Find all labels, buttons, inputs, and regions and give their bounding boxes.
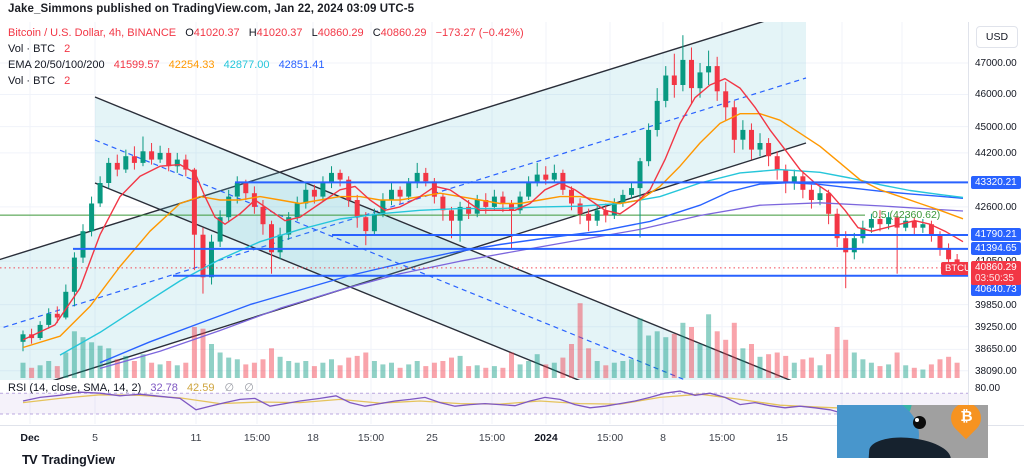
price-level-chip: 43320.21 xyxy=(971,175,1021,189)
rsi-empty-2: ∅ xyxy=(244,382,254,394)
rsi-value: 32.78 xyxy=(150,382,178,394)
volume-legend-row-2[interactable]: Vol · BTC 2 xyxy=(8,75,71,87)
symbol-legend-row[interactable]: Bitcoin / U.S. Dollar, 4h, BINANCE O4102… xyxy=(8,27,524,39)
price-axis[interactable]: USD 47000.00 46000.00 45000.00 44200.00 4260… xyxy=(968,22,1024,450)
footer: TV TradingView xyxy=(0,450,1024,472)
rsi-ma-value: 42.59 xyxy=(186,382,215,394)
price-axis-tick: 38650.00 xyxy=(975,344,1017,356)
time-axis-tick: 18 xyxy=(307,432,319,444)
rsi-axis-tick: 80.00 xyxy=(975,383,1001,394)
change-value: −173.27 (−0.42%) xyxy=(435,27,524,39)
fib-level-label: 0.5 (42360.62) xyxy=(872,209,941,222)
byline-text: Jake_Simmons published on TradingView.co… xyxy=(8,3,415,15)
price-axis-tick: 38090.00 xyxy=(975,365,1017,377)
time-axis-tick: 8 xyxy=(660,432,666,444)
current-price-chip: 40860.29 03:50:35 xyxy=(971,260,1021,285)
rsi-empty-1: ∅ xyxy=(224,382,235,394)
time-axis-tick: 15:00 xyxy=(478,432,506,444)
bitcoin-pin-icon: ₿ xyxy=(944,405,988,440)
time-axis-tick: 15:00 xyxy=(243,432,271,444)
time-axis-tick: 5 xyxy=(92,432,98,444)
news-site-mascot-image: ₿ xyxy=(837,405,988,458)
price-level-chip: 40640.73 xyxy=(971,283,1021,296)
time-axis-tick: 15 xyxy=(776,432,788,444)
tradingview-mark-icon: TV xyxy=(22,452,38,467)
price-level-chip: 41394.65 xyxy=(971,242,1021,256)
ema200-value: 42851.41 xyxy=(278,59,325,71)
price-axis-tick: 39850.00 xyxy=(975,299,1017,311)
price-axis-tick: 47000.00 xyxy=(975,58,1017,69)
time-axis-tick: 2024 xyxy=(534,432,558,444)
ema50-value: 42254.33 xyxy=(168,59,215,71)
time-axis-tick: 15:00 xyxy=(596,432,624,444)
ema100-value: 42877.00 xyxy=(223,59,270,71)
price-axis-tick: 44200.00 xyxy=(975,147,1017,159)
tradingview-logo[interactable]: TV TradingView xyxy=(22,452,116,467)
volume-value-2: 2 xyxy=(64,75,71,87)
time-axis-tick: 15:00 xyxy=(708,432,736,444)
volume-legend-row-1[interactable]: Vol · BTC 2 xyxy=(8,43,71,55)
time-axis-tick: Dec xyxy=(20,432,40,444)
mascot-eye xyxy=(913,416,926,429)
chart-widget: Bitcoin / U.S. Dollar, 4h, BINANCE O4102… xyxy=(0,22,1024,458)
price-axis-tick: 45000.00 xyxy=(975,121,1017,133)
price-axis-tick: 39250.00 xyxy=(975,321,1017,333)
time-axis-tick: 15:00 xyxy=(357,432,385,444)
rsi-legend-row[interactable]: RSI (14, close, SMA, 14, 2) 32.78 42.59 … xyxy=(8,382,254,394)
bar-countdown: 03:50:35 xyxy=(975,272,1014,284)
volume-value: 2 xyxy=(64,43,71,55)
chart-legend: Bitcoin / U.S. Dollar, 4h, BINANCE O4102… xyxy=(8,26,524,90)
price-axis-tick: 46000.00 xyxy=(975,89,1017,101)
currency-toggle-button[interactable]: USD xyxy=(976,26,1018,48)
ema-legend-row[interactable]: EMA 20/50/100/200 41599.57 42254.33 4287… xyxy=(8,59,325,71)
time-axis-tick: 25 xyxy=(426,432,438,444)
symbol-title: Bitcoin / U.S. Dollar, 4h, BINANCE xyxy=(8,27,177,39)
ema20-value: 41599.57 xyxy=(113,59,160,71)
price-axis-tick: 42600.00 xyxy=(975,201,1017,213)
price-level-chip: 41790.21 xyxy=(971,228,1021,242)
time-axis-tick: 11 xyxy=(190,432,202,444)
